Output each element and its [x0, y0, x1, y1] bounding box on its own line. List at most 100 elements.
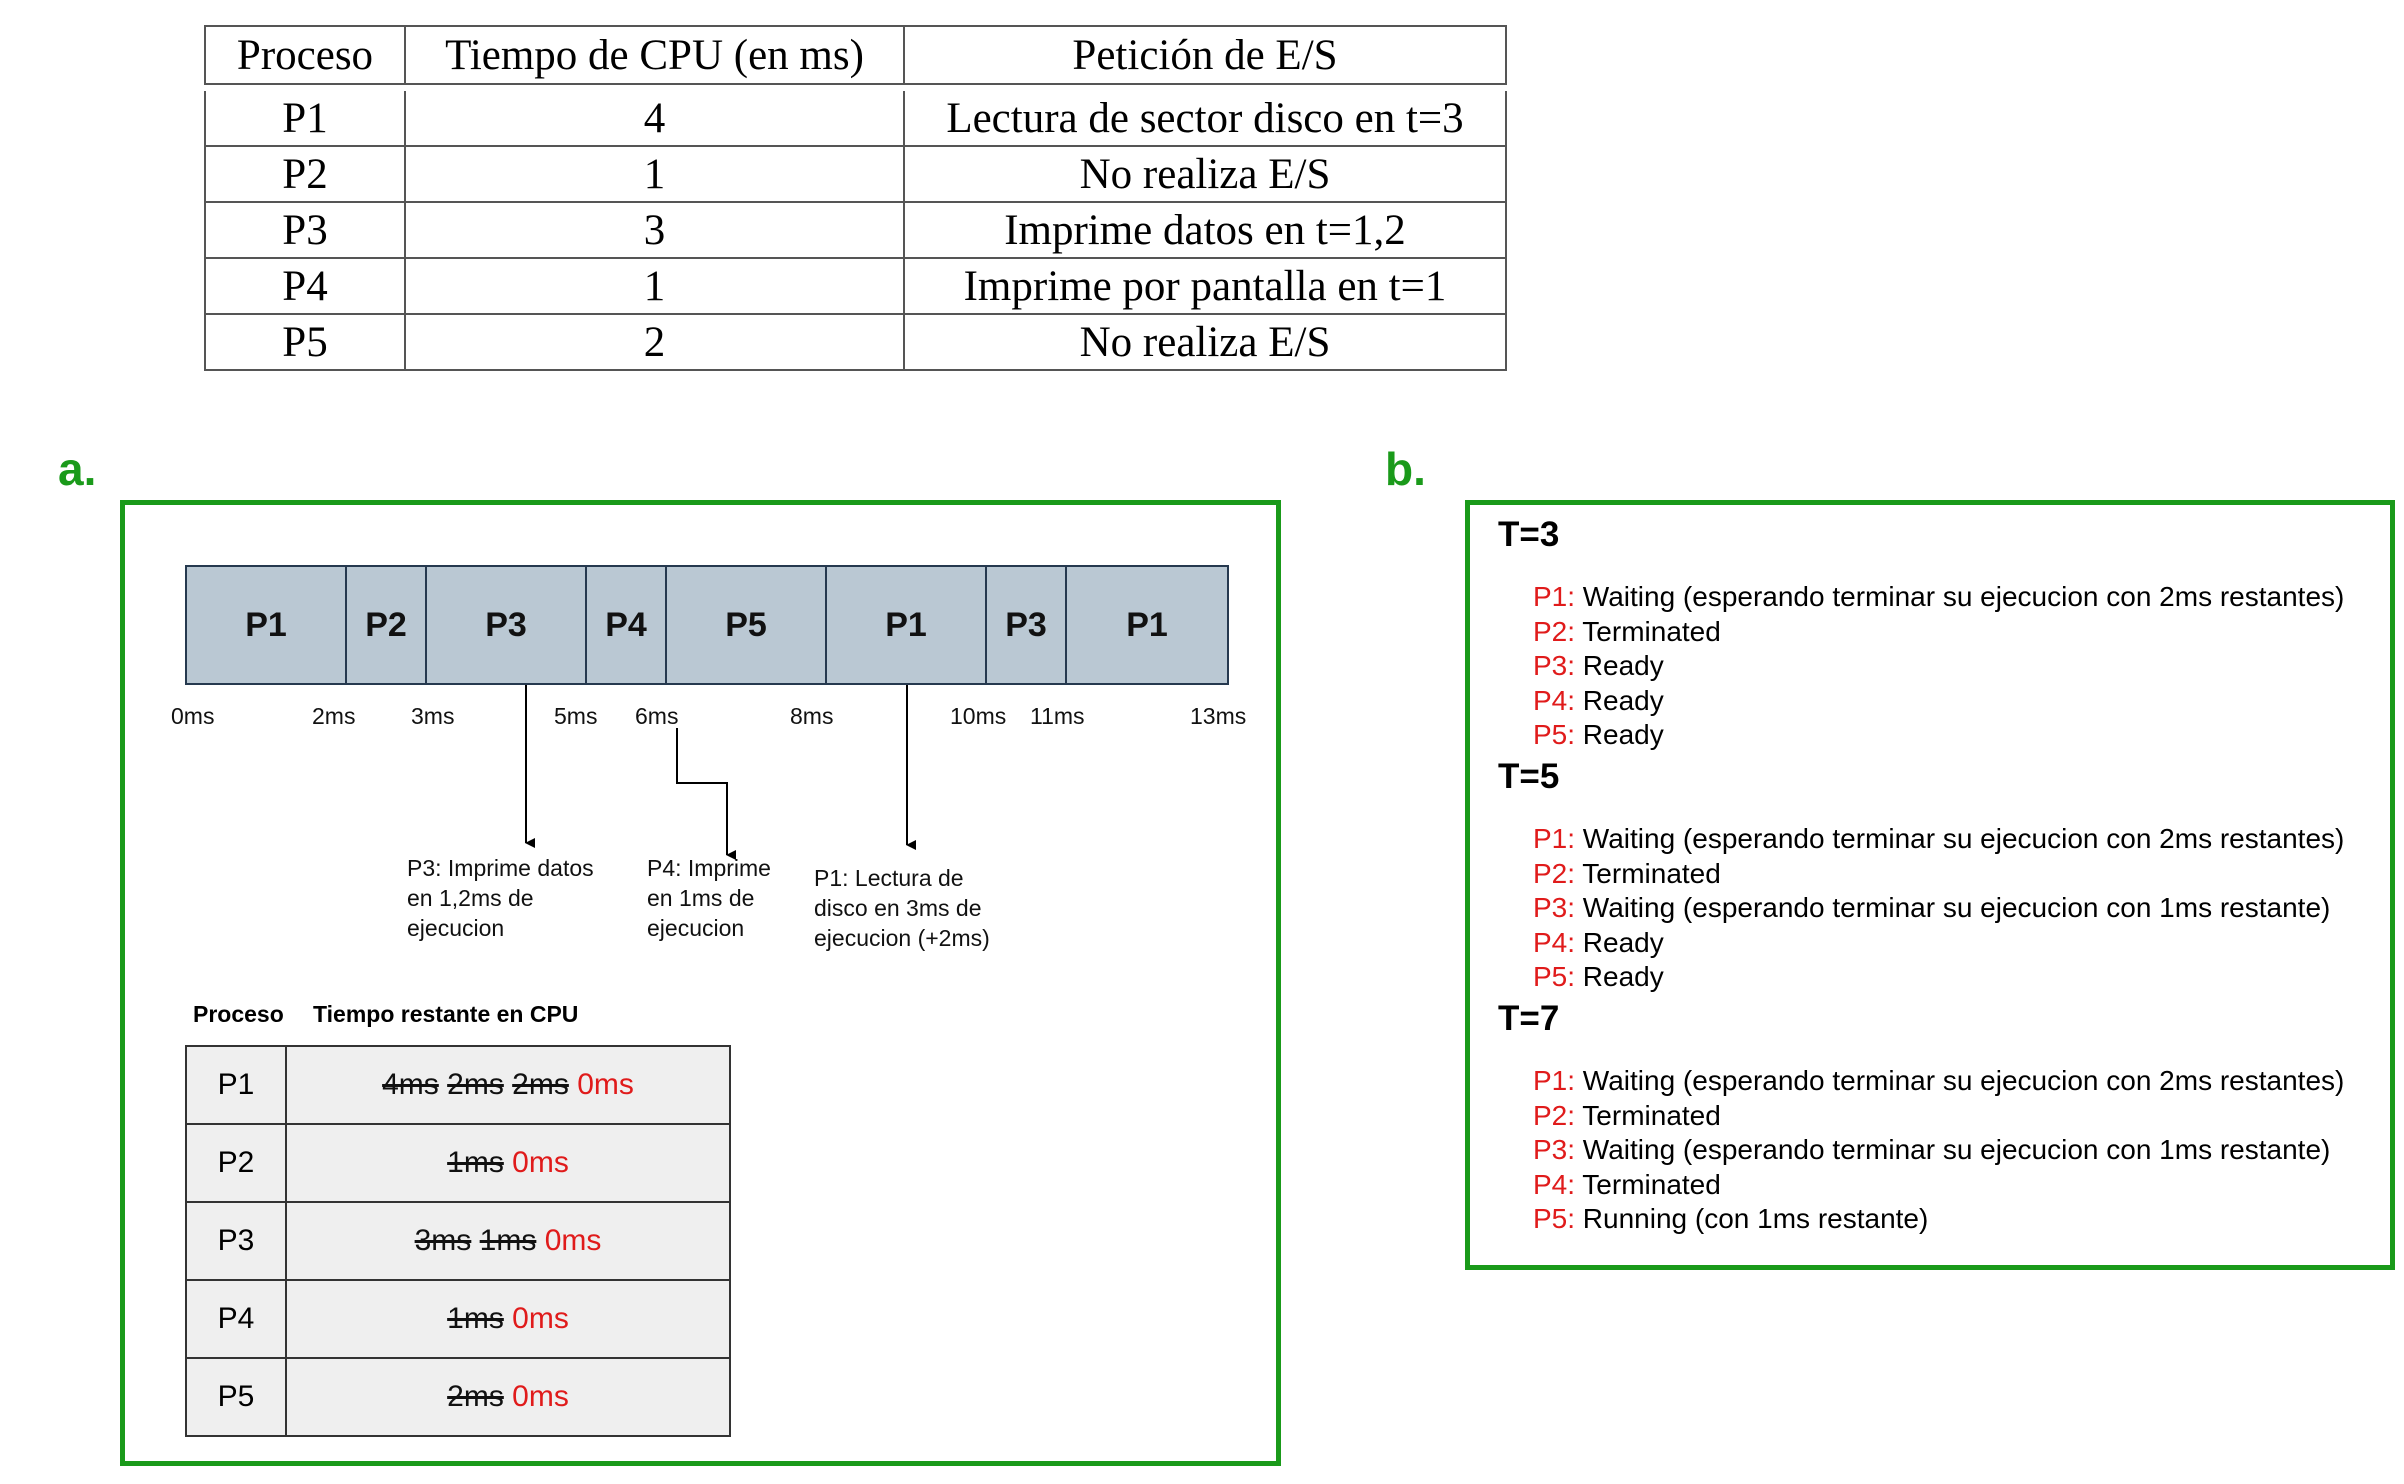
process-state: Ready	[1575, 650, 1664, 681]
table-row: P5 2 No realiza E/S	[204, 315, 1507, 371]
note-p4: P4: Imprime en 1ms de ejecucion	[647, 853, 771, 943]
panel-b: T=3 P1: Waiting (esperando terminar su ej…	[1465, 500, 2395, 1270]
cell-remaining-time: 1ms 0ms	[285, 1123, 731, 1203]
note-line: disco en 3ms de	[814, 895, 982, 921]
cell-process: P4	[185, 1279, 287, 1359]
header-process: Proceso	[204, 25, 406, 85]
struck-value: 4ms	[382, 1068, 439, 1101]
struck-value: 1ms	[447, 1302, 504, 1335]
cell-io-request: Lectura de sector disco en t=3	[905, 91, 1507, 147]
table-row: P5 2ms 0ms	[185, 1357, 731, 1437]
process-label: P3:	[1533, 1134, 1576, 1165]
process-state: Ready	[1575, 961, 1664, 992]
time-heading: T=3	[1498, 515, 1560, 554]
state-line: P1: Waiting (esperando terminar su ejecu…	[1533, 823, 2344, 855]
gantt-segment-p1: P1	[827, 567, 987, 683]
process-state: Terminated	[1575, 615, 1721, 647]
table-row: P3 3 Imprime datos en t=1,2	[204, 203, 1507, 259]
note-line: P3: Imprime datos	[407, 855, 594, 881]
process-state: Ready	[1575, 719, 1664, 750]
state-line: P3: Ready	[1533, 650, 1664, 682]
tick-label: 11ms	[1030, 703, 1085, 729]
struck-value: 2ms	[512, 1068, 569, 1101]
arrows	[525, 685, 916, 860]
process-state: Running (con 1ms restante)	[1575, 1203, 1929, 1234]
cell-io-request: No realiza E/S	[905, 147, 1507, 203]
tick-label: 10ms	[950, 703, 1007, 729]
cell-io-request: Imprime por pantalla en t=1	[905, 259, 1507, 315]
process-state: Terminated	[1575, 857, 1721, 889]
gantt-chart: P1 P2 P3 P4 P5 P1 P3 P1	[185, 565, 1229, 685]
process-label: P3:	[1533, 650, 1576, 681]
note-line: ejecucion	[647, 915, 745, 941]
state-line: P5: Ready	[1533, 961, 1664, 993]
cell-remaining-time: 2ms 0ms	[285, 1357, 731, 1437]
state-line: P2: Terminated	[1533, 616, 1721, 648]
process-label: P3:	[1533, 892, 1576, 923]
final-value: 0ms	[512, 1146, 569, 1179]
header-cpu-time: Tiempo de CPU (en ms)	[406, 25, 905, 85]
tick-label: 2ms	[312, 703, 356, 729]
process-state: Waiting (esperando terminar su ejecucion…	[1575, 581, 2345, 612]
table-row: P2 1ms 0ms	[185, 1123, 731, 1203]
struck-value: 2ms	[447, 1380, 504, 1413]
time-heading: T=5	[1498, 757, 1560, 796]
table-row: P4 1ms 0ms	[185, 1279, 731, 1359]
state-line: P5: Running (con 1ms restante)	[1533, 1203, 1928, 1235]
struck-value: 3ms	[414, 1224, 472, 1257]
table-row: P3 3ms 1ms 0ms	[185, 1201, 731, 1281]
process-label: P4:	[1533, 684, 1576, 716]
process-state: Waiting (esperando terminar su ejecucion…	[1575, 823, 2345, 854]
process-label: P1:	[1533, 1065, 1576, 1096]
tick-label: 13ms	[1190, 703, 1247, 729]
cell-remaining-time: 3ms 1ms 0ms	[285, 1201, 731, 1281]
process-state: Terminated	[1575, 1099, 1721, 1131]
cell-process: P3	[185, 1201, 287, 1281]
cell-process: P1	[204, 91, 406, 147]
state-line: P5: Ready	[1533, 719, 1664, 751]
process-label: P4:	[1533, 1168, 1576, 1200]
cell-cpu-time: 3	[406, 203, 905, 259]
cell-io-request: No realiza E/S	[905, 315, 1507, 371]
tick-label: 5ms	[554, 703, 598, 729]
note-line: en 1,2ms de	[407, 885, 534, 911]
final-value: 0ms	[512, 1380, 569, 1413]
table-row: P1 4 Lectura de sector disco en t=3	[204, 91, 1507, 147]
state-line: P1: Waiting (esperando terminar su ejecu…	[1533, 1065, 2344, 1097]
remaining-time-table: P1 4ms 2ms 2ms 0ms P2 1ms 0ms P3 3ms 1ms 0ms P…	[185, 1045, 731, 1437]
table-row: P2 1 No realiza E/S	[204, 147, 1507, 203]
final-value: 0ms	[512, 1302, 569, 1335]
note-p3: P3: Imprime datos en 1,2ms de ejecucion	[407, 853, 594, 943]
process-label: P5:	[1533, 719, 1576, 750]
state-line: P3: Waiting (esperando terminar su ejecu…	[1533, 1134, 2330, 1166]
cell-process: P2	[185, 1123, 287, 1203]
gantt-segment-p3: P3	[427, 567, 587, 683]
process-label: P2:	[1533, 857, 1576, 889]
state-line: P2: Terminated	[1533, 858, 1721, 890]
final-value: 0ms	[544, 1224, 602, 1257]
table-row: P4 1 Imprime por pantalla en t=1	[204, 259, 1507, 315]
cell-process: P3	[204, 203, 406, 259]
state-line: P4: Ready	[1533, 685, 1664, 717]
process-table: Proceso Tiempo de CPU (en ms) Petición d…	[204, 25, 1507, 371]
process-label: P2:	[1533, 1099, 1576, 1131]
process-state: Waiting (esperando terminar su ejecucion…	[1575, 892, 2331, 923]
note-line: ejecucion	[407, 915, 505, 941]
process-label: P5:	[1533, 961, 1576, 992]
process-state: Terminated	[1575, 1168, 1721, 1200]
cell-cpu-time: 2	[406, 315, 905, 371]
cell-process: P4	[204, 259, 406, 315]
tick-label: 3ms	[411, 703, 455, 729]
tick-label: 6ms	[635, 703, 679, 729]
process-state: Waiting (esperando terminar su ejecucion…	[1575, 1065, 2345, 1096]
process-state: Ready	[1575, 926, 1664, 958]
cell-process: P2	[204, 147, 406, 203]
state-line: P2: Terminated	[1533, 1100, 1721, 1132]
time-heading: T=7	[1498, 999, 1560, 1038]
cell-remaining-time: 4ms 2ms 2ms 0ms	[285, 1045, 731, 1125]
cell-cpu-time: 1	[406, 259, 905, 315]
section-a-label: a.	[58, 443, 97, 495]
panel-a: P1 P2 P3 P4 P5 P1 P3 P1 0ms 2ms 3ms 5ms 6ms 8ms 10ms 1…	[120, 500, 1281, 1466]
process-state: Ready	[1575, 684, 1664, 716]
process-state: Waiting (esperando terminar su ejecucion…	[1575, 1134, 2331, 1165]
